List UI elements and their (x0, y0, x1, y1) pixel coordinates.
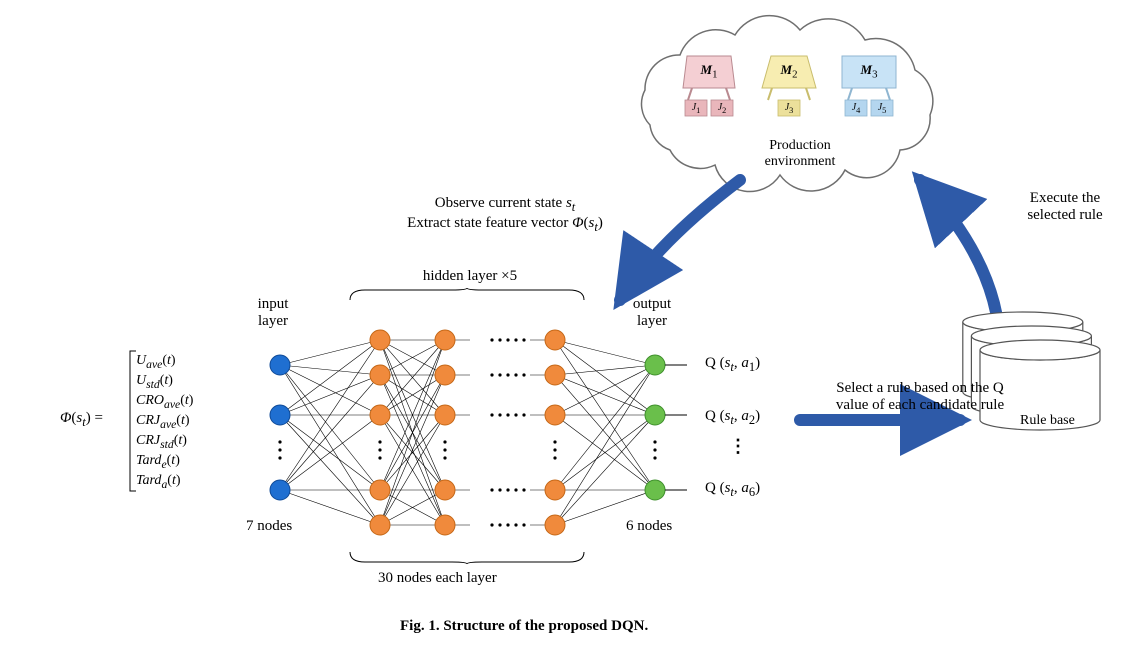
brace-icon (350, 552, 584, 564)
hidden-node-count: 30 nodes each layer (378, 570, 497, 587)
phi-item: Ustd(t) (136, 371, 193, 391)
phi-item: Tarda(t) (136, 471, 193, 491)
hidden-node (370, 515, 390, 535)
q-vdots: ⋮ (729, 436, 747, 457)
output-node-count: 6 nodes (626, 518, 672, 535)
hidden-node (435, 515, 455, 535)
input-node (270, 405, 290, 425)
machine-label: M1 (682, 62, 736, 81)
machine-label: M3 (842, 62, 896, 81)
input-layer-label: input layer (243, 296, 303, 330)
hidden-node (435, 480, 455, 500)
phi-item: CRJave(t) (136, 411, 193, 431)
hidden-node (370, 405, 390, 425)
phi-item: Tarde(t) (136, 451, 193, 471)
hidden-node (545, 365, 565, 385)
hidden-layer-label: hidden layer ×5 (380, 268, 560, 285)
job-label: J3 (778, 100, 800, 119)
phi-label: Φ(st) = (60, 410, 103, 430)
diagram-root: { "meta":{ "width":1134,"height":652, "f… (0, 0, 1134, 652)
q-label: Q (st, a1) (705, 355, 760, 375)
job-label: J1 (685, 100, 707, 119)
hidden-node (370, 365, 390, 385)
phi-item: CRJstd(t) (136, 431, 193, 451)
select-text: Select a rule based on the Q value of ea… (835, 380, 1005, 414)
output-node (645, 480, 665, 500)
q-label: Q (st, a2) (705, 408, 760, 428)
hidden-node (545, 480, 565, 500)
output-node (645, 355, 665, 375)
phi-item-list: Uave(t)Ustd(t)CROave(t)CRJave(t)CRJstd(t… (136, 351, 193, 491)
hidden-node (545, 330, 565, 350)
hidden-node (545, 405, 565, 425)
svg-canvas (0, 0, 1134, 652)
input-node-count: 7 nodes (246, 518, 292, 535)
hidden-node (370, 330, 390, 350)
execute-text: Execute the selected rule (1010, 190, 1120, 224)
hidden-node (370, 480, 390, 500)
input-node (270, 355, 290, 375)
figure-caption: Fig. 1. Structure of the proposed DQN. (400, 618, 648, 635)
rule-base-label: Rule base (1020, 413, 1075, 429)
phi-label-text: Φ(st) = (60, 410, 103, 426)
hidden-node (435, 330, 455, 350)
brace-icon (350, 288, 584, 300)
hidden-node (435, 365, 455, 385)
q-label: Q (st, a6) (705, 480, 760, 500)
job-label: J2 (711, 100, 733, 119)
phi-item: CROave(t) (136, 391, 193, 411)
output-layer-label: output layer (622, 296, 682, 330)
output-node (645, 405, 665, 425)
observe-text: Observe current state st Extract state f… (370, 195, 640, 235)
hidden-node (435, 405, 455, 425)
production-env-label: Production environment (740, 138, 860, 170)
input-node (270, 480, 290, 500)
job-label: J5 (871, 100, 893, 119)
hidden-node (545, 515, 565, 535)
phi-item: Uave(t) (136, 351, 193, 371)
job-label: J4 (845, 100, 867, 119)
machine-label: M2 (762, 62, 816, 81)
